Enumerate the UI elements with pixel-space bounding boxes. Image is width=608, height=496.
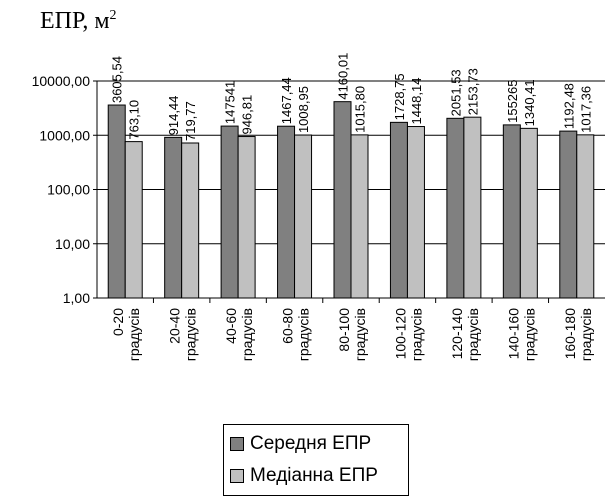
data-label: 1448,14 <box>409 78 424 125</box>
x-category-label: 80-100 <box>336 308 352 352</box>
data-label: 2153,73 <box>465 68 480 115</box>
bar-median <box>463 116 482 299</box>
bar-median <box>294 134 313 299</box>
bar-mean <box>446 117 465 299</box>
legend-label-mean: Середня ЕПР <box>250 433 372 454</box>
legend-item-median: Медіанна ЕПР <box>230 465 378 487</box>
legend-label-median: Медіанна ЕПР <box>250 465 378 486</box>
data-label: 4160,01 <box>336 53 351 100</box>
data-label: 946,81 <box>240 95 255 135</box>
x-category-label: 60-80 <box>280 308 296 344</box>
data-label: 1467,44 <box>279 77 294 124</box>
data-label: 1017,36 <box>578 86 593 133</box>
legend-item-mean: Середня ЕПР <box>230 433 371 455</box>
x-category-label: градусів <box>126 308 142 361</box>
x-category-label: 120-140 <box>449 308 465 360</box>
y-tick-label: 10000,00 <box>32 73 91 89</box>
data-label: 914,44 <box>166 96 181 136</box>
y-tick-label: 10,00 <box>55 236 90 252</box>
bar-median <box>406 126 425 299</box>
x-category-label: 20-40 <box>167 308 183 344</box>
x-category-label: градусів <box>296 308 312 361</box>
data-label: 3605,54 <box>110 56 125 103</box>
bar-mean <box>559 130 578 299</box>
data-label: 1340,41 <box>522 79 537 126</box>
x-category-label: градусів <box>465 308 481 361</box>
bar-mean <box>220 125 239 299</box>
legend: Середня ЕПР Медіанна ЕПР <box>223 424 409 496</box>
data-label: 763,10 <box>127 100 142 140</box>
bar-median <box>181 142 200 299</box>
y-tick-label: 1,00 <box>63 290 90 306</box>
bar-mean <box>389 121 408 299</box>
x-category-label: градусів <box>239 308 255 361</box>
data-label: 719,77 <box>183 101 198 141</box>
y-tick-label: 1000,00 <box>39 127 90 143</box>
y-tick-label: 100,00 <box>47 182 90 198</box>
x-category-label: 40-60 <box>223 308 239 344</box>
y-axis-title: ЕПР, м2 <box>40 8 117 34</box>
x-category-label: 0-20 <box>110 308 126 336</box>
x-category-label: 160-180 <box>562 308 578 360</box>
x-category-label: градусів <box>408 308 424 361</box>
bar-mean <box>502 124 521 299</box>
data-label: 155265 <box>505 79 520 122</box>
x-category-label: 100-120 <box>392 308 408 360</box>
bar-median <box>576 134 595 299</box>
data-label: 1728,75 <box>392 73 407 120</box>
bar-median <box>519 127 538 299</box>
data-label: 1008,95 <box>296 86 311 133</box>
bar-median <box>350 134 369 299</box>
bar-mean <box>333 101 352 299</box>
bar-mean <box>107 104 126 299</box>
x-category-label: градусів <box>352 308 368 361</box>
data-label: 2051,53 <box>448 69 463 116</box>
legend-swatch-median <box>230 469 244 483</box>
x-category-label: градусів <box>183 308 199 361</box>
legend-swatch-mean <box>230 437 244 451</box>
data-label: 1015,80 <box>353 86 368 133</box>
x-category-label: 140-160 <box>505 308 521 360</box>
bar-mean <box>277 125 296 299</box>
bar-mean <box>164 136 183 299</box>
bar-median <box>237 136 256 299</box>
bar-median <box>124 141 143 299</box>
data-label: 147541 <box>223 81 238 124</box>
bar-chart: 1,00 10,00 100,00 1000,00 10000,00 3605,54763… <box>32 53 605 361</box>
x-category-label: градусів <box>578 308 594 361</box>
x-category-label: градусів <box>521 308 537 361</box>
data-label: 1192,48 <box>561 83 576 129</box>
